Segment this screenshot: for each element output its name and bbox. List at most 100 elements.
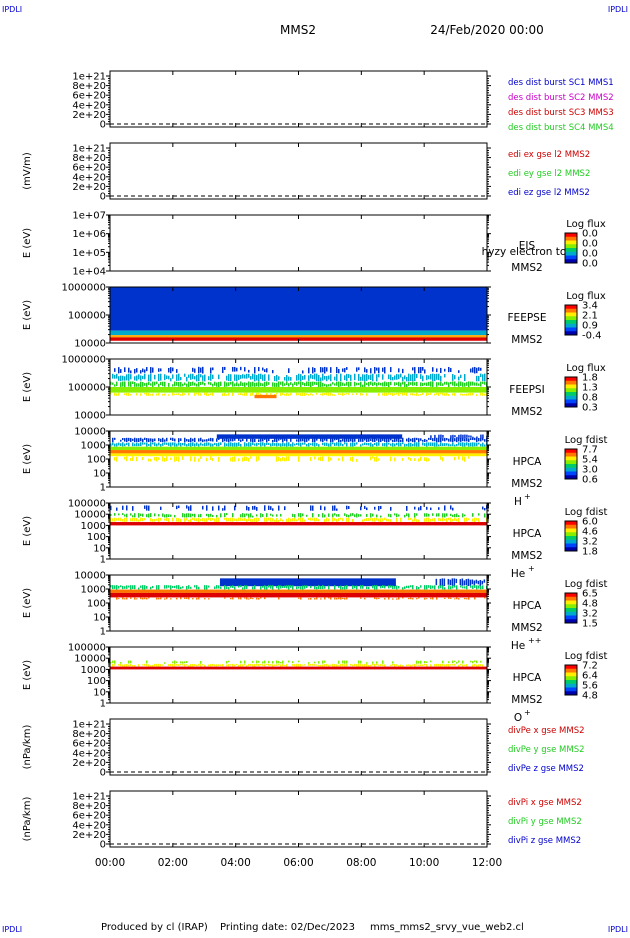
spectrogram-speck [304, 519, 306, 522]
spectrogram-speck [454, 381, 456, 387]
spectrogram-band [219, 578, 396, 587]
spectrogram-speck [430, 437, 432, 440]
spectrogram-speck [288, 585, 290, 590]
colorbar-tick-label: 0.0 [582, 259, 598, 270]
spectrogram-speck [441, 578, 444, 586]
legend-entry: divPi y gse MMS2 [508, 817, 582, 827]
spectrogram-speck [436, 442, 438, 447]
spectrogram-speck [386, 437, 388, 443]
colorbar-tick-label: 4.6 [582, 527, 598, 538]
spectrogram-speck [112, 660, 114, 664]
spectrogram-speck [370, 374, 372, 380]
spectrogram-speck [430, 435, 432, 438]
spectrogram-band [110, 660, 482, 664]
spectrogram-speck [378, 505, 380, 511]
spectrogram-speck [204, 518, 206, 522]
spectrogram-speck [286, 375, 288, 382]
spectrogram-speck [176, 369, 178, 373]
spectrogram-band [110, 505, 488, 511]
spectrogram-speck [242, 457, 244, 462]
spectrogram-speck [116, 456, 118, 462]
spectrogram-speck [412, 393, 414, 396]
spectrogram-speck [198, 514, 200, 518]
colorbar-segment [565, 392, 577, 397]
spectrogram-speck [444, 518, 446, 521]
spectrogram-speck [468, 381, 470, 387]
spectrogram-speck [244, 382, 246, 387]
spectrogram-speck [362, 443, 364, 446]
spectrogram-speck [284, 393, 286, 396]
spectrogram-speck [474, 660, 476, 663]
footer-produced-by: Produced by cl (IRAP) [101, 922, 208, 933]
y-axis-label: E (eV) [22, 588, 33, 618]
spectrogram-speck [270, 517, 272, 522]
spectrogram-speck [368, 381, 370, 387]
spectrogram-speck [318, 444, 320, 447]
spectrogram-speck [326, 367, 328, 372]
spectrogram-speck [430, 381, 432, 387]
spectrogram-speck [186, 513, 188, 518]
instrument-label: HPCA [513, 672, 543, 684]
spectrogram-speck [342, 663, 344, 667]
spectrogram-speck [410, 585, 412, 588]
spectrogram-speck [310, 457, 312, 462]
spectrogram-speck [228, 442, 230, 447]
spectrogram-speck [424, 438, 426, 442]
spectrogram-speck [252, 442, 254, 446]
spectrogram-speck [230, 597, 232, 600]
spectrogram-speck [174, 514, 176, 518]
spectrogram-speck [138, 513, 140, 518]
spectrogram-speck [182, 456, 184, 460]
spectrogram-speck [178, 373, 180, 381]
spectrogram-speck [394, 513, 396, 516]
spectrogram-speck [222, 366, 224, 373]
spectrogram-speck [472, 442, 474, 447]
spectrogram-speck [274, 438, 276, 442]
spectrogram-speck [452, 393, 454, 396]
spectrogram-speck [144, 392, 146, 395]
spectrogram-speck [206, 518, 208, 522]
spectrogram-speck [422, 375, 424, 382]
spectrogram-speck [148, 513, 150, 518]
spectrogram-speck [288, 376, 290, 381]
spectrogram-speck [150, 438, 152, 442]
colorbar-segment [565, 236, 577, 241]
spectrogram-speck [230, 457, 232, 462]
spectrogram-speck [358, 663, 360, 667]
spectrogram-speck [144, 442, 146, 445]
spectrogram-speck [124, 393, 126, 396]
spectrogram-speck [326, 663, 328, 667]
spectrogram-speck [452, 660, 454, 664]
spectrogram-speck [142, 368, 144, 373]
spectrogram-speck [210, 664, 212, 667]
colorbar-frame [564, 304, 578, 336]
spectrogram-speck [378, 518, 380, 522]
spectrogram-speck [170, 378, 172, 382]
spectrogram-speck [356, 513, 358, 518]
colorbar-segment [565, 380, 577, 385]
colorbar-title: Log fdist [565, 507, 608, 518]
spectrogram-speck [288, 383, 290, 387]
spectrogram-speck [338, 368, 340, 374]
y-axis-label: E (eV) [22, 372, 33, 402]
spectrogram-speck [392, 661, 394, 664]
spectrogram-speck [304, 585, 306, 589]
spectrogram-speck [446, 438, 448, 441]
spectrogram-speck [264, 585, 266, 590]
spectrogram-speck [451, 578, 454, 586]
spectrogram-speck [376, 585, 378, 590]
spacecraft-label: MMS2 [511, 622, 542, 634]
spectrogram-band [110, 330, 487, 336]
spectrogram-speck [120, 585, 122, 588]
y-tick-label: 0 [100, 120, 106, 131]
spectrogram-speck [360, 585, 362, 589]
spectrogram-speck [304, 664, 306, 666]
spectrogram-speck [302, 513, 304, 517]
spectrogram-speck [300, 517, 302, 522]
spectrogram-speck [140, 437, 142, 442]
spectrogram-speck [228, 392, 230, 396]
spectrogram-speck [164, 393, 166, 396]
spectrogram-speck [310, 393, 312, 396]
spectrogram-speck [312, 367, 314, 374]
